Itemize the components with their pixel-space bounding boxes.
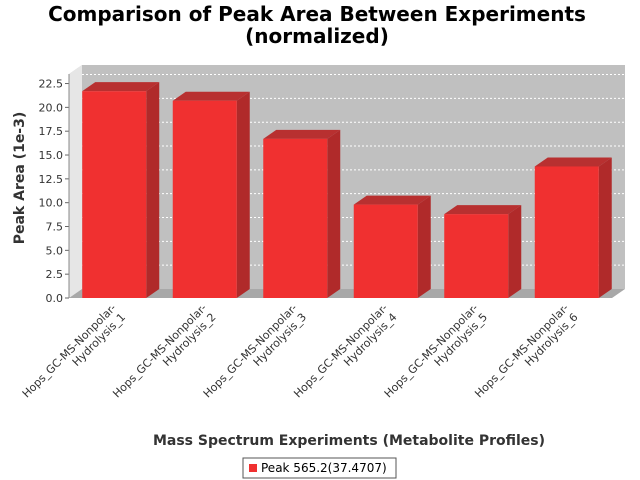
bar: [353, 204, 418, 298]
x-axis-label: Mass Spectrum Experiments (Metabolite Pr…: [153, 433, 545, 449]
bar-top: [444, 205, 522, 215]
y-tick-label: 0.0: [46, 292, 64, 305]
y-tick-label: 2.5: [46, 268, 64, 281]
bar-top: [263, 129, 341, 139]
legend-label: Peak 565.2(37.4707): [261, 461, 387, 475]
plot-left-wall: [69, 65, 82, 298]
x-category-label-line: Hops_GC-MS-Nonpolar-: [382, 301, 481, 400]
legend: Peak 565.2(37.4707): [242, 457, 397, 479]
bar-top: [172, 91, 250, 101]
gridlines: [82, 74, 625, 266]
bar-side: [508, 205, 522, 298]
x-category-label-line: Hops_GC-MS-Nonpolar-: [472, 301, 571, 400]
plot-area: [82, 65, 625, 289]
y-tick-label: 20.0: [39, 101, 64, 114]
x-category-label-line: Hops_GC-MS-Nonpolar-: [20, 301, 119, 400]
bar: [444, 214, 509, 298]
bar-side: [236, 91, 250, 298]
x-category-label: Hops_GC-MS-Nonpolar-Hydrolysis_6: [472, 301, 580, 400]
bar-side: [327, 129, 341, 298]
y-tick-label: 17.5: [39, 125, 64, 138]
bar-side: [598, 157, 612, 298]
bars: [82, 82, 612, 299]
y-tick-label: 12.5: [39, 173, 64, 186]
bar-top: [353, 195, 431, 205]
legend-box: [242, 457, 397, 479]
y-tick-label: 15.0: [39, 149, 64, 162]
bar: [534, 166, 599, 298]
bar-top: [534, 157, 612, 167]
bar: [172, 100, 237, 298]
bar-side: [417, 195, 431, 298]
legend-swatch: [249, 464, 257, 472]
x-category-label-line: Hops_GC-MS-Nonpolar-: [201, 301, 300, 400]
y-tick-label: 22.5: [39, 78, 64, 91]
y-tick-label: 7.5: [46, 221, 64, 234]
chart-title-line2: (normalized): [245, 24, 389, 48]
x-axis-categories: Hops_GC-MS-Nonpolar-Hydrolysis_1Hops_GC-…: [20, 301, 581, 400]
x-category-label-line: Hops_GC-MS-Nonpolar-: [110, 301, 209, 400]
x-category-label-line: Hops_GC-MS-Nonpolar-: [291, 301, 390, 400]
y-axis-label: Peak Area (1e-3): [12, 112, 28, 245]
bar-side: [146, 82, 160, 299]
y-axis-ticks: 0.0 2.5 5.0 7.5 10.0 12.5 15.0 17.5 20.0 22.5: [39, 74, 70, 305]
y-tick-label: 10.0: [39, 197, 64, 210]
y-tick-label: 5.0: [46, 244, 64, 257]
chart-title-line1: Comparison of Peak Area Between Experime…: [48, 2, 586, 26]
bar: [82, 91, 147, 299]
bar: [263, 138, 328, 298]
bar-top: [82, 82, 160, 92]
